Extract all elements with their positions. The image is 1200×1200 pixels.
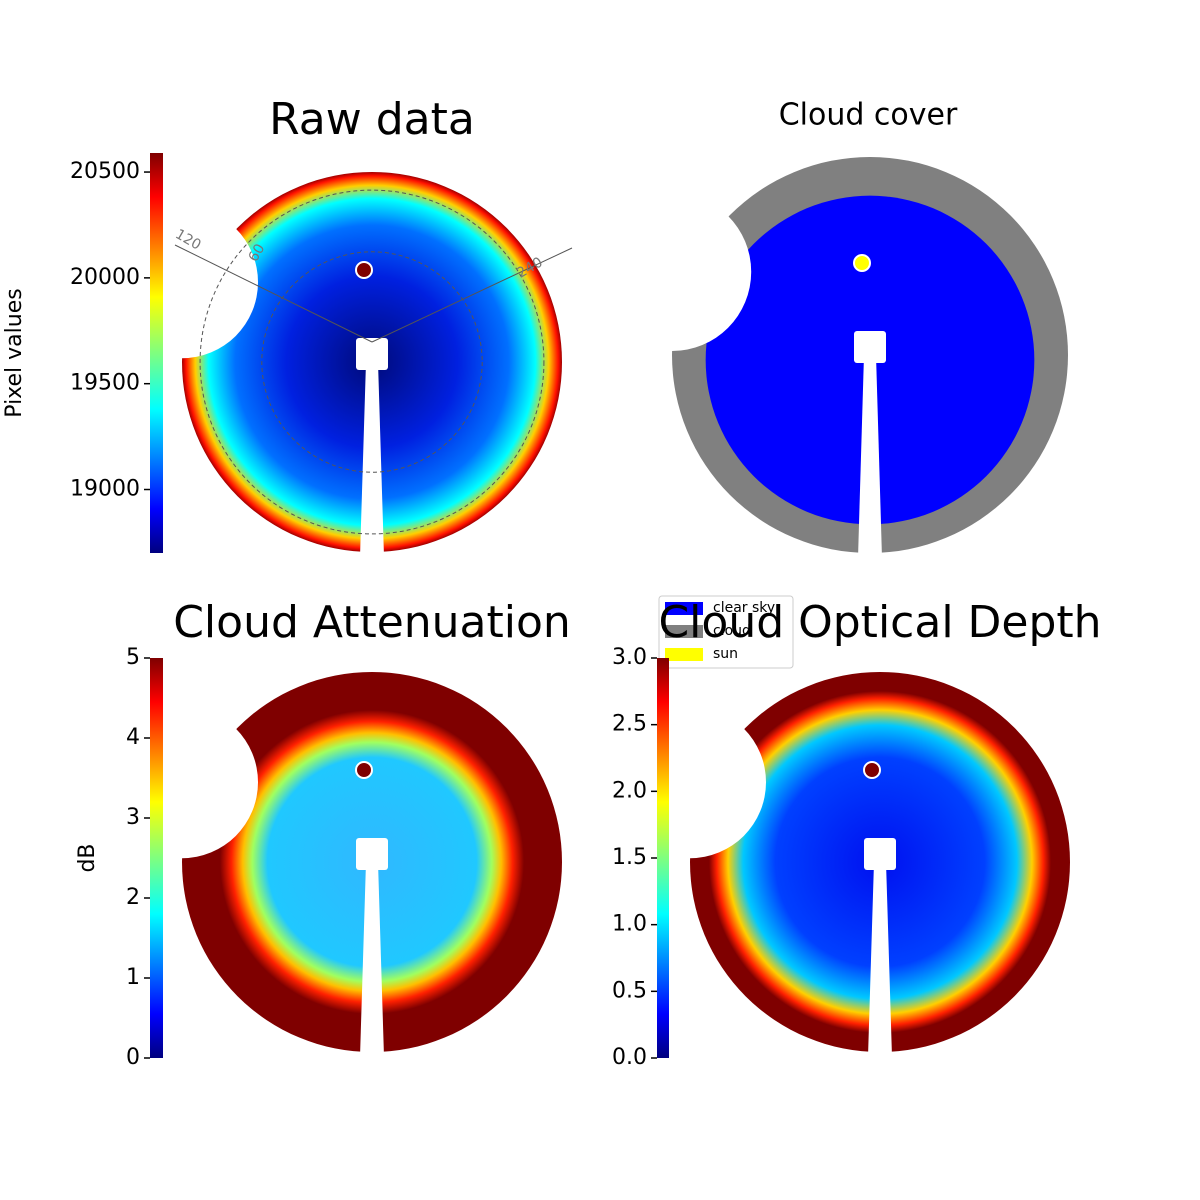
colorbar-tick-label: 2.0 (612, 778, 647, 803)
sky-image (106, 172, 562, 557)
colorbar-tick-label: 3.0 (612, 645, 647, 670)
panel-title: Cloud Optical Depth (658, 597, 1101, 648)
colorbar-tick-label: 0.5 (612, 978, 647, 1003)
legend-swatch (665, 625, 703, 638)
colorbar-tick-label: 1.5 (612, 845, 647, 870)
sun-disc (853, 254, 871, 272)
camera-arm (858, 355, 882, 558)
colorbar-tick-label: 1 (126, 965, 140, 990)
polar-grid (199, 189, 545, 535)
camera-head (854, 331, 886, 363)
colorbar (150, 658, 163, 1058)
legend-swatch (665, 602, 703, 615)
horizon-bite (614, 706, 766, 859)
legend-swatch (665, 648, 703, 661)
colorbar-tick-label: 20000 (70, 265, 140, 290)
polar-axis (371, 247, 573, 343)
polar-annotation: 60 (246, 241, 269, 264)
camera-arm (360, 862, 384, 1057)
legend-label: clear sky (713, 600, 775, 616)
polar-grid (261, 251, 483, 473)
legend-label: sun (713, 646, 738, 662)
colorbar (150, 153, 163, 553)
colorbar-label: dB (75, 843, 100, 872)
colorbar-tick-label: 2 (126, 885, 140, 910)
camera-head (356, 838, 388, 870)
horizon-bite (592, 192, 752, 352)
sky-image (106, 672, 562, 1057)
colorbar-tick-label: 1.0 (612, 912, 647, 937)
colorbar-tick-label: 20500 (70, 159, 140, 184)
colorbar-tick-label: 3 (126, 805, 140, 830)
sky-image (614, 672, 1070, 1057)
colorbar (657, 658, 669, 1058)
horizon-bite (106, 706, 258, 859)
camera-arm (360, 362, 384, 557)
colorbar-tick-label: 2.5 (612, 712, 647, 737)
colorbar-tick-label: 5 (126, 645, 140, 670)
colorbar-tick-label: 0 (126, 1045, 140, 1070)
polar-axis (174, 244, 373, 343)
panel-title: Raw data (269, 94, 475, 145)
colorbar-tick-label: 19500 (70, 371, 140, 396)
colorbar-tick-label: 0.0 (612, 1045, 647, 1070)
horizon-bite (106, 206, 258, 359)
colorbar-tick-label: 19000 (70, 477, 140, 502)
sun-disc (863, 761, 881, 779)
camera-head (864, 838, 896, 870)
legend-label: cloud (713, 623, 751, 639)
camera-head (356, 338, 388, 370)
camera-arm (868, 862, 892, 1057)
sky-image (592, 157, 1068, 558)
colorbar-label: Pixel values (2, 288, 27, 417)
sun-disc (355, 261, 373, 279)
colorbar-tick-label: 4 (126, 725, 140, 750)
panel-title: Cloud cover (779, 98, 958, 133)
panel-title: Cloud Attenuation (173, 597, 571, 648)
sun-disc (355, 761, 373, 779)
